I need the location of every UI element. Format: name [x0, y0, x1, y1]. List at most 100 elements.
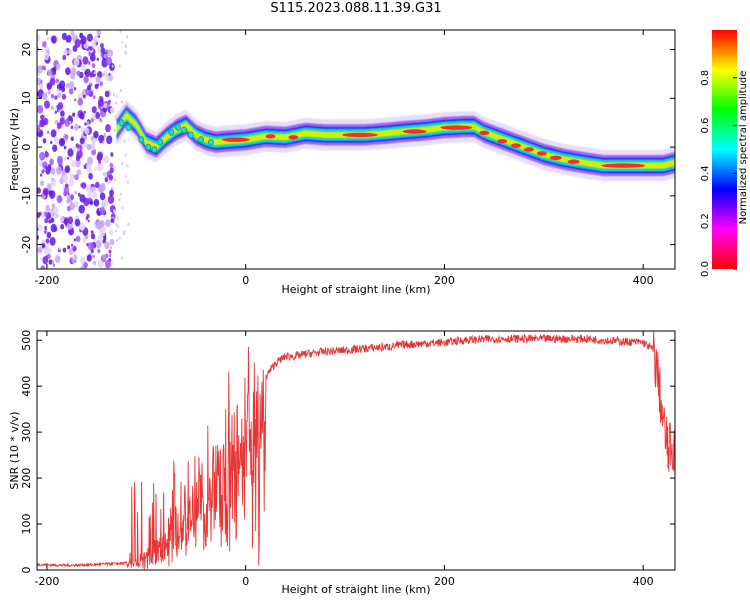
noise-speck: [74, 218, 81, 227]
noise-speck: [73, 174, 76, 179]
noise-speck: [116, 238, 119, 242]
ridge-blob: [188, 131, 194, 139]
bottom-plot-frame: [36, 330, 676, 571]
noise-speck: [105, 219, 111, 228]
bottom-y-tick-label: 500: [20, 330, 33, 351]
noise-speck: [46, 36, 50, 41]
noise-speck: [37, 187, 41, 194]
noise-speck: [100, 53, 103, 57]
ridge-core: [288, 135, 299, 140]
ridge-core: [549, 155, 562, 160]
noise-speck: [99, 183, 106, 192]
noise-speck: [99, 117, 102, 122]
noise-speck: [72, 146, 77, 152]
noise-speck: [124, 174, 127, 178]
noise-speck: [105, 56, 113, 66]
top-x-tick-label: 200: [434, 274, 455, 287]
bottom-y-tick-label: 100: [20, 514, 33, 535]
noise-speck: [42, 187, 49, 196]
noise-speck: [90, 230, 94, 234]
noise-speck: [41, 65, 45, 70]
ridge-core: [342, 132, 378, 138]
noise-speck: [44, 230, 47, 234]
ridge-blob: [207, 138, 214, 146]
noise-speck: [99, 81, 104, 87]
noise-speck: [113, 128, 116, 132]
top-x-axis-label: Height of straight line (km): [281, 283, 430, 296]
noise-speck: [111, 75, 114, 79]
noise-speck: [104, 74, 110, 82]
noise-speck: [112, 93, 115, 97]
noise-speck: [120, 89, 122, 93]
noise-speck: [37, 104, 44, 114]
noise-speck: [55, 63, 61, 70]
noise-speck: [70, 194, 75, 200]
noise-speck: [83, 110, 86, 114]
snr-series-line: [37, 331, 675, 570]
noise-speck: [77, 97, 84, 106]
noise-speck: [42, 138, 47, 144]
noise-speck: [84, 127, 90, 135]
noise-speck: [91, 106, 97, 114]
noise-speck: [60, 223, 65, 230]
bottom-y-tick-label: 300: [20, 422, 33, 443]
bottom-y-tick-label: 0: [20, 567, 33, 574]
ridge-blob: [175, 124, 182, 131]
noise-speck: [94, 166, 97, 171]
noise-speck: [85, 216, 89, 221]
noise-speck: [119, 192, 122, 196]
bottom-x-tick-label: -200: [34, 575, 59, 588]
noise-speck: [86, 33, 93, 42]
noise-speck: [55, 78, 60, 84]
noise-speck: [87, 190, 93, 198]
noise-speck: [53, 212, 59, 219]
ridge-blob: [145, 143, 152, 151]
noise-speck: [43, 52, 50, 61]
noise-speck: [87, 60, 91, 65]
noise-speck: [48, 259, 53, 265]
noise-speck: [80, 35, 87, 45]
noise-speck: [46, 231, 52, 239]
noise-speck: [50, 167, 56, 175]
ridge-core: [511, 143, 521, 148]
noise-speck: [71, 67, 77, 76]
bottom-y-tick-label: 400: [20, 376, 33, 397]
top-x-tick-label: 0: [242, 274, 249, 287]
noise-speck: [114, 115, 117, 118]
noise-speck: [37, 77, 42, 86]
ridge-blob: [181, 126, 188, 134]
noise-speck: [89, 72, 94, 78]
ridge-band-3: [116, 109, 675, 172]
noise-speck: [78, 125, 81, 129]
noise-speck: [42, 168, 45, 173]
noise-speck: [71, 243, 74, 247]
noise-speck: [44, 151, 49, 158]
noise-speck: [95, 76, 101, 84]
noise-speck: [63, 48, 68, 56]
noise-speck: [67, 216, 74, 224]
colorbar-tick-label: 0.0: [700, 261, 711, 277]
noise-speck: [123, 139, 126, 143]
noise-speck: [96, 30, 102, 37]
noise-speck: [58, 109, 61, 113]
noise-speck: [109, 229, 114, 236]
noise-speck: [108, 72, 111, 76]
top-plot-frame: [36, 29, 676, 270]
noise-speck: [109, 238, 115, 246]
noise-speck: [74, 123, 79, 131]
noise-speck: [100, 47, 106, 54]
noise-speck: [68, 178, 75, 187]
spectrogram-panel: -200 0 200 400 20 10 0 -10 -20 Height of straight…: [8, 29, 676, 296]
noise-speck: [77, 192, 81, 197]
noise-speck: [61, 93, 67, 100]
noise-speck: [107, 195, 115, 204]
noise-speck: [122, 232, 125, 236]
noise-speck: [109, 189, 114, 197]
noise-speck: [117, 225, 120, 229]
noise-speck: [78, 204, 85, 214]
noise-speck: [40, 265, 46, 269]
noise-speck: [73, 57, 80, 67]
noise-speck: [92, 192, 98, 199]
bottom-x-tick-label: 0: [242, 575, 249, 588]
noise-speck: [99, 207, 106, 215]
